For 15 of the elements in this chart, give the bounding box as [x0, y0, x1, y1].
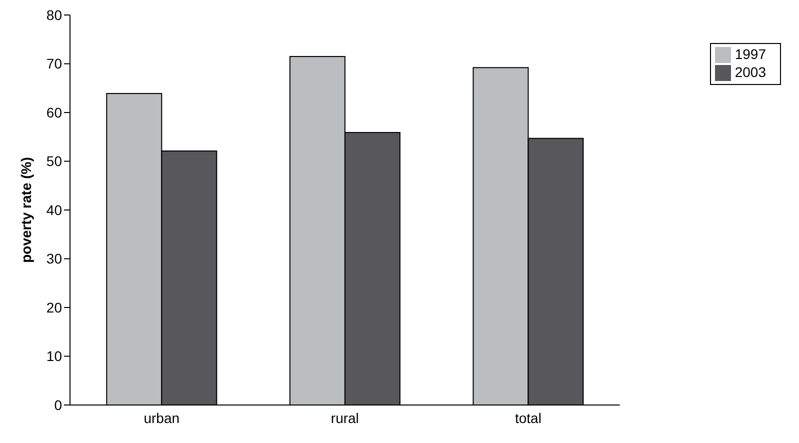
y-tick-label: 30	[46, 250, 62, 267]
y-tick-label: 0	[54, 396, 62, 413]
x-tick-label: urban	[144, 410, 180, 426]
y-tick-label: 20	[46, 299, 62, 316]
y-tick-label: 70	[46, 56, 62, 72]
y-axis-title: poverty rate (%)	[18, 157, 34, 263]
legend-label: 1997	[734, 46, 766, 62]
y-tick-label: 80	[46, 6, 62, 23]
y-tick-label: 60	[46, 104, 62, 120]
y-tick-label: 50	[46, 153, 62, 170]
x-tick-label: total	[514, 410, 542, 426]
x-tick-label: rural	[330, 410, 359, 426]
y-tick-label: 40	[46, 202, 62, 218]
y-tick-label: 10	[46, 348, 62, 364]
legend-label: 2003	[734, 64, 766, 80]
